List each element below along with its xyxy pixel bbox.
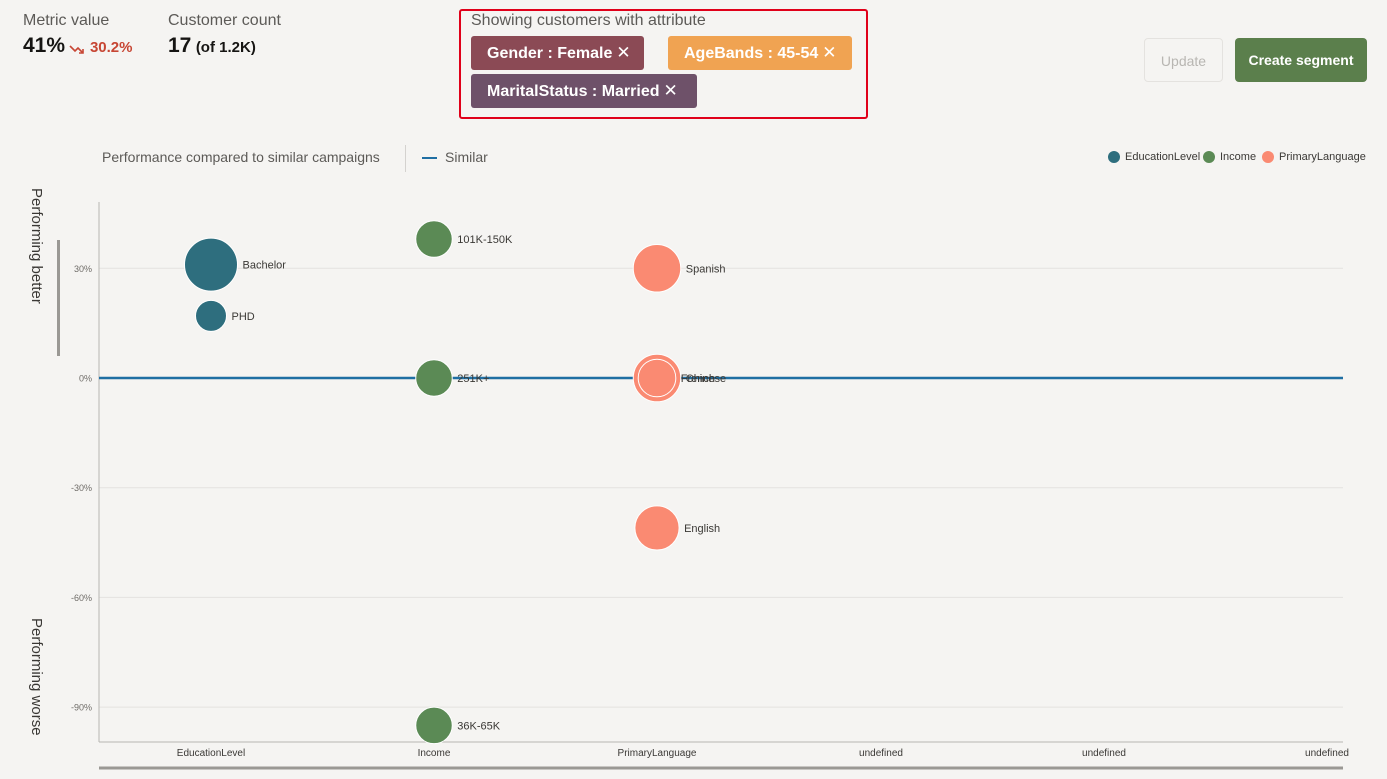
y-tick-label: -60%: [71, 593, 92, 603]
bubble-point: [415, 359, 453, 397]
legend-item-income[interactable]: Income: [1203, 151, 1257, 164]
similar-label: Similar: [445, 149, 488, 165]
metric-value-label: Metric value: [23, 12, 110, 29]
bubble-point: [415, 706, 453, 745]
close-icon[interactable]: ✕: [663, 81, 678, 100]
bubble-label: French: [681, 373, 715, 385]
x-tick-label: undefined: [859, 748, 903, 759]
bubble-point: [634, 505, 680, 551]
x-tick-label: EducationLevel: [177, 748, 245, 759]
legend-label: Income: [1220, 151, 1257, 163]
customer-total: (of 1.2K): [195, 39, 256, 56]
legend-divider: [405, 145, 406, 172]
bubble-point: [637, 358, 677, 398]
x-tick-label: Income: [418, 748, 451, 759]
x-tick-label: undefined: [1305, 748, 1349, 759]
chip-label: Gender : Female: [487, 45, 613, 62]
performing-worse-label: Performing worse: [28, 618, 45, 736]
legend-label: EducationLevel: [1125, 151, 1201, 163]
bubble-label: Spanish: [686, 263, 726, 275]
attribute-filter-panel: [459, 9, 868, 119]
bubble-label: Bachelor: [243, 260, 287, 272]
attribute-filter-title: Showing customers with attribute: [471, 12, 706, 29]
legend-item-primarylanguage[interactable]: PrimaryLanguage: [1262, 151, 1366, 164]
performing-better-bar: [57, 240, 60, 356]
legend-dot: [1262, 151, 1274, 164]
metric-value: 41%: [23, 34, 66, 57]
bubble-label: 101K-150K: [457, 234, 513, 246]
bubble-point: [415, 220, 453, 258]
x-tick-label: undefined: [1082, 748, 1126, 759]
bubble-point: [184, 237, 238, 292]
update-button[interactable]: Update: [1144, 38, 1223, 82]
x-tick-label: PrimaryLanguage: [618, 748, 697, 759]
performance-label: Performance compared to similar campaign…: [102, 149, 380, 165]
bubble-label: 36K-65K: [457, 720, 500, 732]
y-tick-label: 30%: [74, 264, 92, 274]
chip-maritalstatus-married[interactable]: MaritalStatus : Married ✕: [471, 74, 697, 108]
chip-agebands[interactable]: AgeBands : 45-54 ✕: [668, 36, 852, 70]
bubble-label: English: [684, 523, 720, 535]
create-segment-button[interactable]: Create segment: [1235, 38, 1367, 82]
performing-better-label: Performing better: [28, 188, 45, 304]
legend-dot: [1203, 151, 1215, 164]
chip-label: MaritalStatus : Married: [487, 83, 660, 100]
chip-label: AgeBands : 45-54: [684, 45, 819, 62]
metric-value-group: 41% 30.2%: [23, 34, 132, 58]
trend-down-icon: [69, 42, 85, 54]
similar-line-swatch: [422, 157, 437, 159]
customer-count-label: Customer count: [168, 12, 281, 29]
bubble-label: 251K+: [457, 373, 489, 385]
chip-gender-female[interactable]: Gender : Female ✕: [471, 36, 644, 70]
metric-trend: 30.2%: [89, 39, 133, 56]
legend-item-educationlevel[interactable]: EducationLevel: [1108, 151, 1201, 164]
bubble-point: [632, 244, 682, 293]
close-icon[interactable]: ✕: [616, 43, 631, 62]
legend-label: PrimaryLanguage: [1279, 151, 1366, 163]
y-tick-label: 0%: [79, 374, 92, 384]
bubble-label: PHD: [232, 311, 255, 323]
customer-count: 17: [168, 34, 192, 57]
y-tick-label: -30%: [71, 483, 92, 493]
close-icon[interactable]: ✕: [822, 43, 837, 62]
y-tick-label: -90%: [71, 703, 92, 713]
legend-dot: [1108, 151, 1120, 164]
customer-count-group: 17 (of 1.2K): [168, 34, 256, 58]
bubble-point: [195, 299, 227, 332]
bubble-label: Chinese: [686, 373, 726, 385]
